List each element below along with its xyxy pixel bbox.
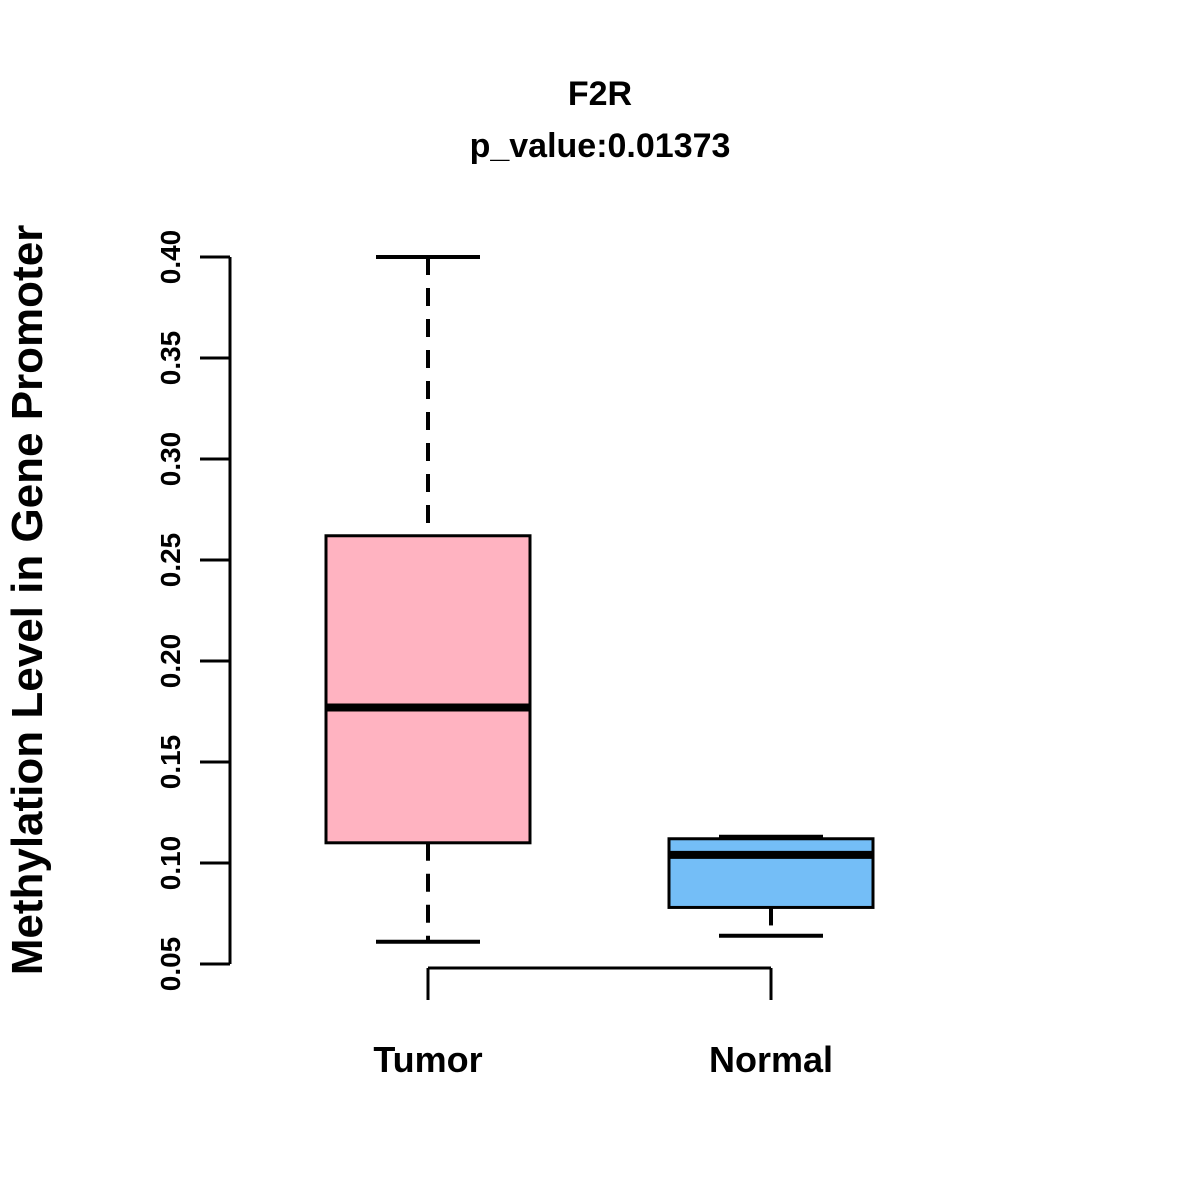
y-axis-tick-label: 0.30 (155, 432, 186, 487)
y-axis-tick-label: 0.25 (155, 533, 186, 588)
y-axis-tick-label: 0.15 (155, 735, 186, 790)
chart-subtitle: p_value:0.01373 (470, 127, 731, 165)
y-axis-tick-label: 0.10 (155, 836, 186, 891)
y-axis-tick-label: 0.35 (155, 331, 186, 386)
x-category-label-normal: Normal (709, 1039, 833, 1080)
y-axis-tick-label: 0.05 (155, 937, 186, 992)
y-axis-tick-label: 0.40 (155, 230, 186, 285)
y-axis-tick-label: 0.20 (155, 634, 186, 689)
x-category-label-tumor: Tumor (373, 1039, 482, 1080)
axes-group (200, 255, 773, 1000)
labels-group: 0.05 0.10 0.15 0.20 0.25 0.30 0.35 0.40 Tumor Nor… (155, 230, 833, 1080)
chart-title: F2R (568, 75, 632, 113)
y-axis-label: Methylation Level in Gene Promoter (3, 225, 52, 976)
box-normal (667, 837, 875, 909)
box-tumor (324, 534, 532, 845)
boxes-group (324, 255, 875, 944)
